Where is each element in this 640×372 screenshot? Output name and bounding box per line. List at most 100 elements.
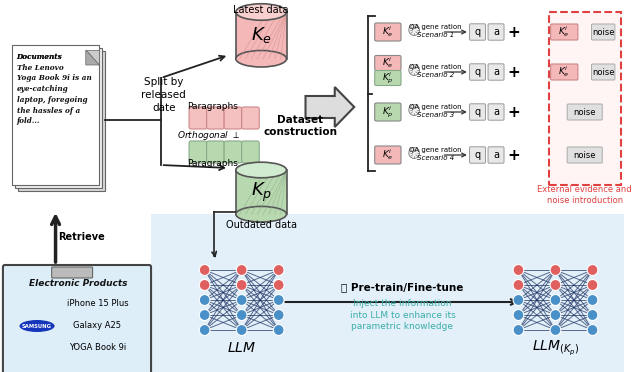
Circle shape bbox=[409, 105, 420, 115]
Polygon shape bbox=[86, 50, 99, 65]
Text: a: a bbox=[493, 150, 499, 160]
Bar bbox=[236, 170, 287, 214]
Text: 🔥 Pre-train/Fine-tune: 🔥 Pre-train/Fine-tune bbox=[341, 282, 463, 292]
Text: $K_e^i$: $K_e^i$ bbox=[382, 55, 394, 70]
Text: $K_e^i$: $K_e^i$ bbox=[382, 25, 394, 39]
Circle shape bbox=[550, 310, 561, 321]
Text: $K_e$: $K_e$ bbox=[251, 25, 271, 45]
Text: +: + bbox=[507, 148, 520, 163]
FancyBboxPatch shape bbox=[374, 146, 401, 164]
Circle shape bbox=[587, 324, 598, 336]
Circle shape bbox=[550, 295, 561, 305]
Text: q: q bbox=[474, 67, 481, 77]
Circle shape bbox=[273, 279, 284, 291]
Ellipse shape bbox=[236, 51, 287, 67]
Text: q: q bbox=[474, 27, 481, 37]
Circle shape bbox=[550, 324, 561, 336]
Text: iPhone 15 Plus: iPhone 15 Plus bbox=[67, 298, 128, 308]
FancyBboxPatch shape bbox=[224, 107, 242, 129]
Ellipse shape bbox=[19, 320, 54, 332]
FancyBboxPatch shape bbox=[591, 24, 615, 40]
FancyBboxPatch shape bbox=[470, 24, 486, 40]
Text: Split by
released
date: Split by released date bbox=[141, 77, 186, 113]
Text: +: + bbox=[507, 105, 520, 119]
Text: Outdated data: Outdated data bbox=[226, 220, 297, 230]
Text: Scenario 2: Scenario 2 bbox=[417, 72, 454, 78]
Ellipse shape bbox=[236, 4, 287, 20]
Text: Orthogonal $\perp$: Orthogonal $\perp$ bbox=[177, 128, 240, 141]
FancyBboxPatch shape bbox=[242, 107, 259, 129]
Circle shape bbox=[236, 295, 247, 305]
Text: noise: noise bbox=[573, 151, 596, 160]
Circle shape bbox=[236, 279, 247, 291]
Text: q: q bbox=[474, 150, 481, 160]
FancyBboxPatch shape bbox=[224, 141, 242, 163]
FancyBboxPatch shape bbox=[189, 107, 207, 129]
Circle shape bbox=[199, 264, 210, 276]
Circle shape bbox=[587, 264, 598, 276]
FancyBboxPatch shape bbox=[374, 55, 401, 71]
FancyBboxPatch shape bbox=[550, 24, 578, 40]
Text: $K_p^i$: $K_p^i$ bbox=[382, 70, 394, 86]
Text: Galaxy A25: Galaxy A25 bbox=[74, 321, 122, 330]
FancyBboxPatch shape bbox=[488, 104, 504, 120]
Text: $K_e^i$: $K_e^i$ bbox=[559, 65, 570, 80]
Text: Latest data: Latest data bbox=[234, 5, 289, 15]
FancyBboxPatch shape bbox=[374, 103, 401, 121]
Circle shape bbox=[199, 279, 210, 291]
Polygon shape bbox=[305, 87, 354, 127]
Circle shape bbox=[513, 324, 524, 336]
FancyBboxPatch shape bbox=[488, 24, 504, 40]
FancyBboxPatch shape bbox=[488, 64, 504, 80]
FancyBboxPatch shape bbox=[567, 104, 602, 120]
Circle shape bbox=[199, 295, 210, 305]
Circle shape bbox=[409, 64, 420, 76]
Bar bbox=[15, 48, 102, 188]
Bar bbox=[12, 45, 99, 185]
FancyBboxPatch shape bbox=[470, 64, 486, 80]
FancyBboxPatch shape bbox=[207, 107, 224, 129]
FancyBboxPatch shape bbox=[374, 23, 401, 41]
Text: a: a bbox=[493, 27, 499, 37]
Text: noise: noise bbox=[592, 28, 614, 36]
Text: QA gene ration: QA gene ration bbox=[410, 104, 462, 110]
Text: $LLM_{(K_p)}$: $LLM_{(K_p)}$ bbox=[532, 339, 579, 357]
Text: Retrieve: Retrieve bbox=[58, 232, 105, 242]
Circle shape bbox=[273, 310, 284, 321]
Text: External evidence and
noise introduction: External evidence and noise introduction bbox=[538, 185, 632, 205]
Circle shape bbox=[587, 279, 598, 291]
Text: $LLM$: $LLM$ bbox=[227, 341, 256, 355]
Text: a: a bbox=[493, 67, 499, 77]
FancyBboxPatch shape bbox=[3, 265, 151, 372]
Circle shape bbox=[513, 295, 524, 305]
Text: noise: noise bbox=[592, 67, 614, 77]
Circle shape bbox=[513, 310, 524, 321]
Text: Dataset
construction: Dataset construction bbox=[263, 115, 337, 137]
Text: QA gene ration: QA gene ration bbox=[410, 64, 462, 70]
Ellipse shape bbox=[236, 206, 287, 222]
Bar bbox=[17, 51, 105, 191]
Text: $K_p^i$: $K_p^i$ bbox=[382, 104, 394, 120]
FancyBboxPatch shape bbox=[470, 147, 486, 163]
Text: Paragraphs: Paragraphs bbox=[187, 102, 238, 110]
Text: q: q bbox=[474, 107, 481, 117]
FancyBboxPatch shape bbox=[488, 147, 504, 163]
Bar bbox=[236, 12, 287, 59]
Text: Scenario 3: Scenario 3 bbox=[417, 112, 454, 118]
FancyBboxPatch shape bbox=[374, 71, 401, 86]
Text: noise: noise bbox=[573, 108, 596, 116]
Text: a: a bbox=[493, 107, 499, 117]
Text: Scenario 1: Scenario 1 bbox=[417, 32, 454, 38]
Text: Electronic Products: Electronic Products bbox=[29, 279, 127, 289]
Circle shape bbox=[236, 264, 247, 276]
Text: $K_e^i$: $K_e^i$ bbox=[559, 25, 570, 39]
Text: +: + bbox=[507, 64, 520, 80]
Circle shape bbox=[587, 310, 598, 321]
Circle shape bbox=[273, 295, 284, 305]
Circle shape bbox=[409, 25, 420, 35]
Text: Paragraphs: Paragraphs bbox=[187, 158, 238, 167]
Text: QA gene ration: QA gene ration bbox=[410, 24, 462, 30]
Circle shape bbox=[199, 310, 210, 321]
FancyBboxPatch shape bbox=[548, 12, 621, 185]
Circle shape bbox=[550, 264, 561, 276]
